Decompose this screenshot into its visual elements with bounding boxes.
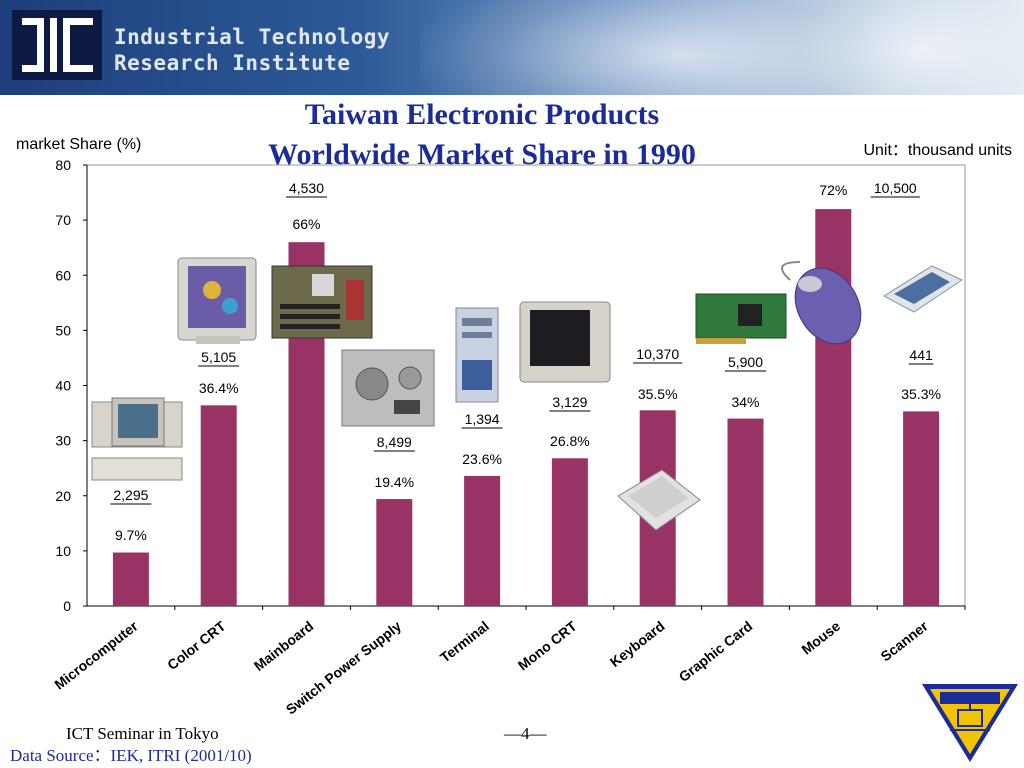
monitor-icon <box>177 257 257 344</box>
mono-crt-icon <box>519 301 611 383</box>
bar-3 <box>376 499 413 606</box>
x-tick-label: Scanner <box>878 617 932 664</box>
color-monitor-figure <box>222 298 238 314</box>
itri-logo-icon <box>12 10 102 80</box>
percent-data-label: 9.7% <box>115 527 147 543</box>
x-tick-label: Mouse <box>798 618 843 658</box>
mainboard-slot <box>280 314 340 319</box>
graphic-card-chip <box>738 304 762 326</box>
banner-glow-right <box>800 0 1024 95</box>
units-data-label: 1,394 <box>465 411 500 427</box>
scanner-glass <box>894 272 950 304</box>
percent-data-label: 36.4% <box>199 380 239 396</box>
x-tick-label: Graphic Card <box>676 618 756 685</box>
mouse-cable <box>781 261 801 281</box>
percent-data-label: 19.4% <box>374 474 414 490</box>
org-name-line1: Industrial Technology <box>114 25 391 49</box>
mouse-button <box>798 276 822 292</box>
bar-9 <box>903 411 940 606</box>
pc-screen <box>118 404 158 438</box>
pc-keyboard <box>91 457 183 481</box>
units-data-label: 5,900 <box>728 354 763 370</box>
percent-data-label: 35.5% <box>638 386 678 402</box>
graphic-card-icon <box>695 293 787 344</box>
y-tick-label: 60 <box>55 267 71 283</box>
y-tick-label: 20 <box>55 488 71 504</box>
y-tick-label: 40 <box>55 378 71 394</box>
mouse-icon <box>781 261 862 345</box>
percent-data-label: 34% <box>731 394 759 410</box>
mouse-body <box>794 267 862 345</box>
percent-data-label: 66% <box>292 216 320 232</box>
percent-data-label: 72% <box>819 182 847 198</box>
percent-data-label: 23.6% <box>462 451 502 467</box>
data-source: Data Source：IEK, ITRI (2001/10) <box>10 746 252 765</box>
y-tick-label: 10 <box>55 543 71 559</box>
keyboard-icon <box>617 469 701 531</box>
terminal-bay <box>462 318 492 326</box>
terminal-bay <box>462 332 492 338</box>
org-name-line2: Research Institute <box>114 51 351 75</box>
footer-event: ICT Seminar in Tokyo <box>66 724 219 743</box>
header-banner: Industrial Technology Research Institute <box>0 0 1024 95</box>
color-monitor-figure <box>203 281 221 299</box>
org-name: Industrial Technology Research Institute <box>114 24 390 76</box>
mainboard-slot <box>280 304 340 309</box>
keyboard-keys <box>628 476 688 518</box>
y-tick-label: 30 <box>55 433 71 449</box>
terminal-icon <box>455 307 499 403</box>
units-data-label: 5,105 <box>201 349 236 365</box>
bar-5 <box>551 458 588 606</box>
percent-data-label: 26.8% <box>550 433 590 449</box>
units-data-label: 8,499 <box>377 434 412 450</box>
bar-0 <box>112 552 149 606</box>
y-tick-label: 0 <box>63 598 71 614</box>
y-tick-label: 70 <box>55 212 71 228</box>
graphic-card-connector <box>696 338 746 344</box>
y-tick-label: 50 <box>55 322 71 338</box>
psu-fan <box>355 367 389 401</box>
mainboard-slot <box>280 324 340 329</box>
scanner-icon <box>883 265 964 313</box>
bar-4 <box>464 475 501 606</box>
y-axis-label: market Share (%) <box>16 136 142 153</box>
x-tick-label: Microcomputer <box>51 617 141 692</box>
units-data-label: 3,129 <box>552 394 587 410</box>
microcomputer-icon <box>91 397 183 481</box>
units-data-label: 441 <box>909 347 933 363</box>
x-tick-label: Mono CRT <box>515 617 580 673</box>
bar-7 <box>727 418 764 606</box>
mainboard-socket <box>312 274 334 296</box>
x-tick-label: Color CRT <box>164 617 229 672</box>
mainboard-icon <box>271 265 373 339</box>
power-supply-icon <box>341 349 435 427</box>
psu-fan <box>398 366 422 390</box>
unit-label: Unit：thousand units <box>863 142 1012 159</box>
terminal-panel <box>462 360 492 390</box>
psu-socket <box>394 400 420 414</box>
mainboard-component <box>346 280 364 320</box>
units-data-label: 10,370 <box>636 346 679 362</box>
x-tick-label: Terminal <box>437 618 492 666</box>
y-tick-label: 80 <box>55 157 71 173</box>
units-data-label: 4,530 <box>289 180 324 196</box>
color-monitor-stand <box>196 336 240 344</box>
x-tick-label: Mainboard <box>251 618 317 674</box>
units-data-label: 10,500 <box>874 180 917 196</box>
university-emblem-icon <box>922 684 1018 762</box>
bar-1 <box>200 405 237 606</box>
units-data-label: 2,295 <box>113 487 148 503</box>
mono-crt-screen <box>530 310 590 366</box>
page-number: —4— <box>504 724 547 743</box>
percent-data-label: 35.3% <box>901 386 941 402</box>
x-tick-label: Keyboard <box>607 618 668 670</box>
chart-title-line1: Taiwan Electronic Products <box>304 98 660 131</box>
